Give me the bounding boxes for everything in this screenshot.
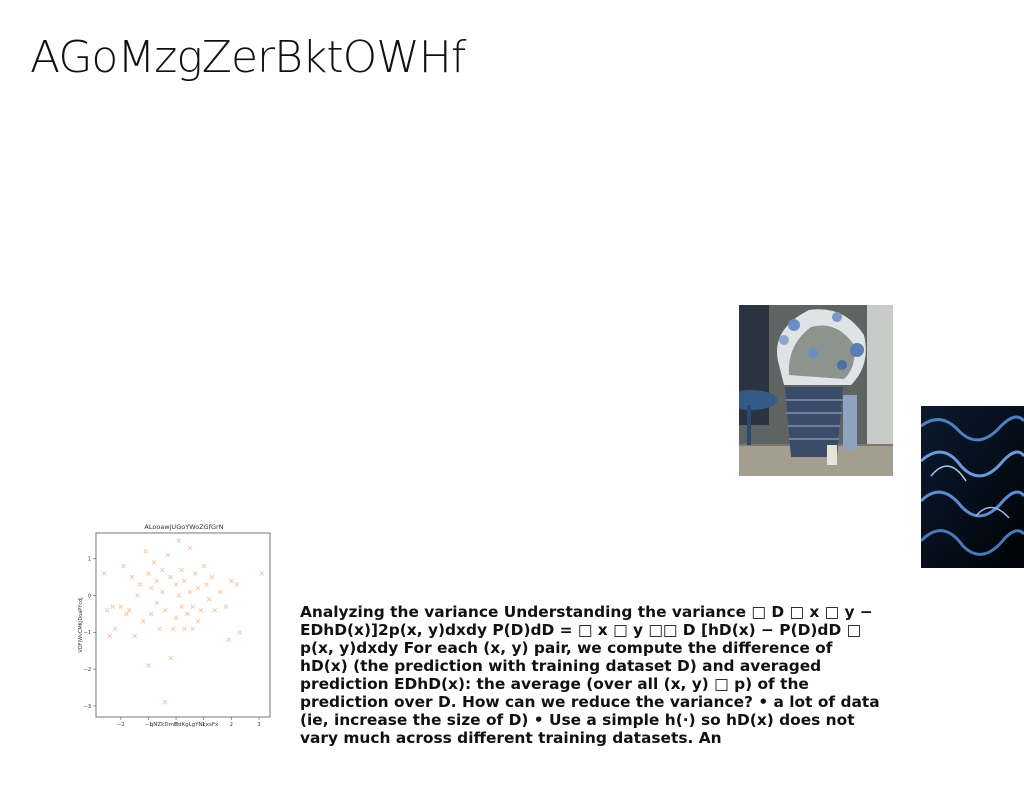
y-tick-label: −3 bbox=[84, 704, 91, 710]
scatter-point bbox=[121, 563, 126, 569]
scatter-point bbox=[234, 582, 240, 587]
scatter-point bbox=[237, 630, 242, 635]
y-axis-label: VDFjWvCMKjDoaPYcdj bbox=[78, 597, 84, 652]
x-tick-label: 0 bbox=[175, 722, 178, 728]
scatter-point bbox=[176, 538, 182, 543]
scatter-point bbox=[135, 593, 140, 598]
scatter-point bbox=[190, 604, 196, 609]
scatter-point bbox=[176, 593, 182, 598]
y-tick-label: −2 bbox=[84, 667, 91, 673]
scatter-point bbox=[184, 611, 190, 617]
scatter-point bbox=[137, 582, 143, 587]
x-axis-label: qNZkDmHdKgLgYNcxsFx bbox=[150, 722, 219, 728]
scatter-point bbox=[146, 663, 151, 668]
scatter-point bbox=[162, 607, 168, 613]
scatter-point bbox=[168, 655, 173, 661]
scatter-point bbox=[104, 607, 110, 613]
scatter-point bbox=[140, 618, 146, 624]
x-tick-label: −2 bbox=[117, 722, 124, 728]
scatter-point bbox=[110, 604, 115, 609]
scatter-point bbox=[168, 574, 173, 580]
scatter-point bbox=[154, 600, 160, 606]
scatter-point bbox=[182, 626, 187, 632]
scatter-point bbox=[212, 607, 218, 613]
plot-frame bbox=[95, 532, 271, 718]
scatter-point bbox=[173, 582, 179, 587]
y-tick-label: −1 bbox=[84, 630, 91, 636]
scatter-point bbox=[228, 578, 234, 584]
x-tick-label: 1 bbox=[202, 722, 205, 728]
scatter-point bbox=[195, 618, 201, 624]
chart-title: ALooawjUGoYWoZGfGrN bbox=[144, 523, 223, 531]
y-tick-label: 1 bbox=[88, 557, 91, 563]
slide-title: AGoMzgZerBktOWHf bbox=[30, 32, 466, 83]
scatter-point bbox=[201, 563, 207, 569]
scatter-point bbox=[107, 633, 113, 639]
scatter-point bbox=[223, 604, 229, 609]
x-tick-label: 2 bbox=[230, 722, 233, 728]
scatter-point bbox=[159, 567, 165, 573]
scatter-point bbox=[259, 571, 265, 576]
scatter-point bbox=[195, 585, 201, 591]
scatter-point bbox=[146, 571, 151, 576]
scatter-point bbox=[118, 604, 124, 609]
scatter-point bbox=[209, 574, 215, 580]
y-tick-label: 0 bbox=[88, 593, 91, 599]
scatter-point bbox=[179, 567, 184, 573]
scatter-point bbox=[159, 589, 165, 595]
scatter-point bbox=[124, 611, 129, 617]
x-tick-label: 3 bbox=[257, 722, 260, 728]
abstract-waves-photo bbox=[921, 406, 1024, 568]
scatter-point bbox=[226, 637, 231, 643]
scatter-point bbox=[193, 571, 198, 576]
scatter-point bbox=[157, 626, 162, 632]
scatter-point bbox=[187, 589, 193, 595]
scatter-point bbox=[173, 615, 179, 620]
scatter-point bbox=[204, 582, 209, 587]
scatter-point bbox=[148, 611, 154, 617]
scatter-point bbox=[162, 699, 168, 705]
scatter-point bbox=[217, 589, 223, 595]
scatter-point bbox=[143, 549, 149, 554]
scatter-point bbox=[132, 633, 138, 639]
scatter-point bbox=[190, 626, 196, 632]
scatter-point bbox=[206, 596, 212, 602]
christmas-tree-photo bbox=[739, 305, 893, 476]
scatter-point bbox=[154, 578, 160, 584]
scatter-point bbox=[198, 607, 204, 613]
slide-body-text: Analyzing the variance Understanding the… bbox=[300, 603, 880, 747]
scatter-chart: ALooawjUGoYWoZGfGrN −2 −1 0 1 2 3 1 0 −1 −2 −3 qNZ… bbox=[78, 520, 278, 730]
scatter-point bbox=[101, 571, 107, 576]
scatter-point bbox=[182, 578, 187, 584]
scatter-point bbox=[151, 560, 157, 565]
x-tick-label: −1 bbox=[145, 722, 152, 728]
scatter-point bbox=[129, 574, 135, 580]
scatter-point bbox=[165, 552, 171, 558]
scatter-point bbox=[112, 626, 118, 632]
scatter-point bbox=[187, 545, 193, 551]
scatter-point bbox=[179, 604, 184, 609]
scatter-point bbox=[170, 626, 176, 632]
scatter-point bbox=[148, 585, 154, 591]
scatter-point bbox=[126, 607, 132, 613]
